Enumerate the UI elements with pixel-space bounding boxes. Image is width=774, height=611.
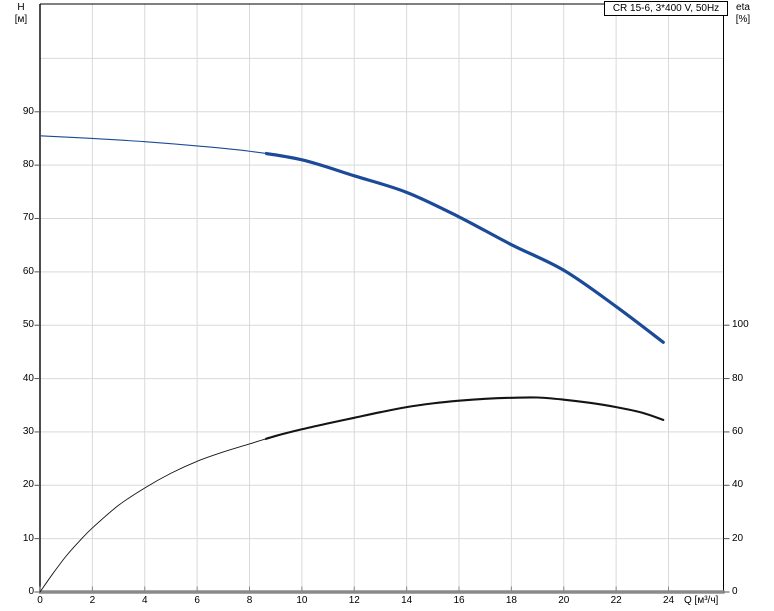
h-axis-tick-label: 50 — [22, 319, 34, 331]
h-axis-tick-label: 90 — [22, 105, 34, 117]
left-axis-quantity: H — [17, 2, 25, 13]
q-axis-tick-label: 10 — [296, 595, 308, 606]
right-axis-title: eta [%] — [726, 2, 760, 26]
q-axis-tick-label: 0 — [37, 595, 43, 606]
efficiency-curve-thin — [39, 396, 664, 593]
q-axis-tick-label: 18 — [505, 595, 517, 606]
q-axis-tick-label: 2 — [89, 595, 96, 606]
eta-axis-tick-label: 60 — [732, 425, 744, 437]
eta-axis-tick-label: 100 — [732, 319, 749, 331]
x-axis-title: Q [м³/ч] — [684, 595, 719, 606]
q-axis-tick-label: 14 — [401, 595, 413, 606]
h-axis-tick-label: 80 — [22, 159, 34, 171]
h-axis-tick-label: 10 — [22, 532, 34, 544]
q-axis-tick-label: 20 — [558, 595, 570, 606]
h-axis-tick-label: 70 — [22, 212, 34, 224]
q-axis-tick-label: 24 — [662, 595, 675, 606]
q-axis-tick-label: 4 — [141, 595, 148, 606]
eta-axis-tick-label: 20 — [732, 532, 744, 544]
right-axis-unit: [%] — [735, 14, 751, 25]
h-axis-tick-label: 40 — [22, 372, 34, 384]
q-axis-tick-label: 16 — [453, 595, 465, 606]
curve-title-text: CR 15-6, 3*400 V, 50Hz — [612, 3, 720, 14]
q-axis-tick-label: 12 — [348, 595, 360, 606]
left-axis-title: H [м] — [8, 2, 34, 26]
h-axis-tick-label: 20 — [22, 479, 34, 491]
eta-axis-tick-label: 0 — [732, 586, 738, 597]
left-axis-unit: [м] — [14, 14, 28, 25]
h-axis-tick-label: 60 — [22, 265, 34, 277]
q-axis-tick-label: 6 — [194, 595, 200, 606]
efficiency-curve — [265, 396, 665, 441]
curve-title-box: CR 15-6, 3*400 V, 50Hz — [604, 1, 728, 16]
q-axis-tick-label: 8 — [246, 595, 253, 606]
right-axis-quantity: eta — [736, 2, 750, 13]
eta-axis-tick-label: 40 — [732, 479, 744, 491]
h-axis-tick-label: 30 — [22, 425, 34, 437]
eta-axis-tick-label: 80 — [732, 372, 744, 384]
head-curve — [265, 151, 665, 344]
h-axis-tick-label: 0 — [28, 586, 34, 597]
head-curve-thin — [39, 135, 664, 343]
q-axis-tick-label: 22 — [610, 595, 622, 606]
